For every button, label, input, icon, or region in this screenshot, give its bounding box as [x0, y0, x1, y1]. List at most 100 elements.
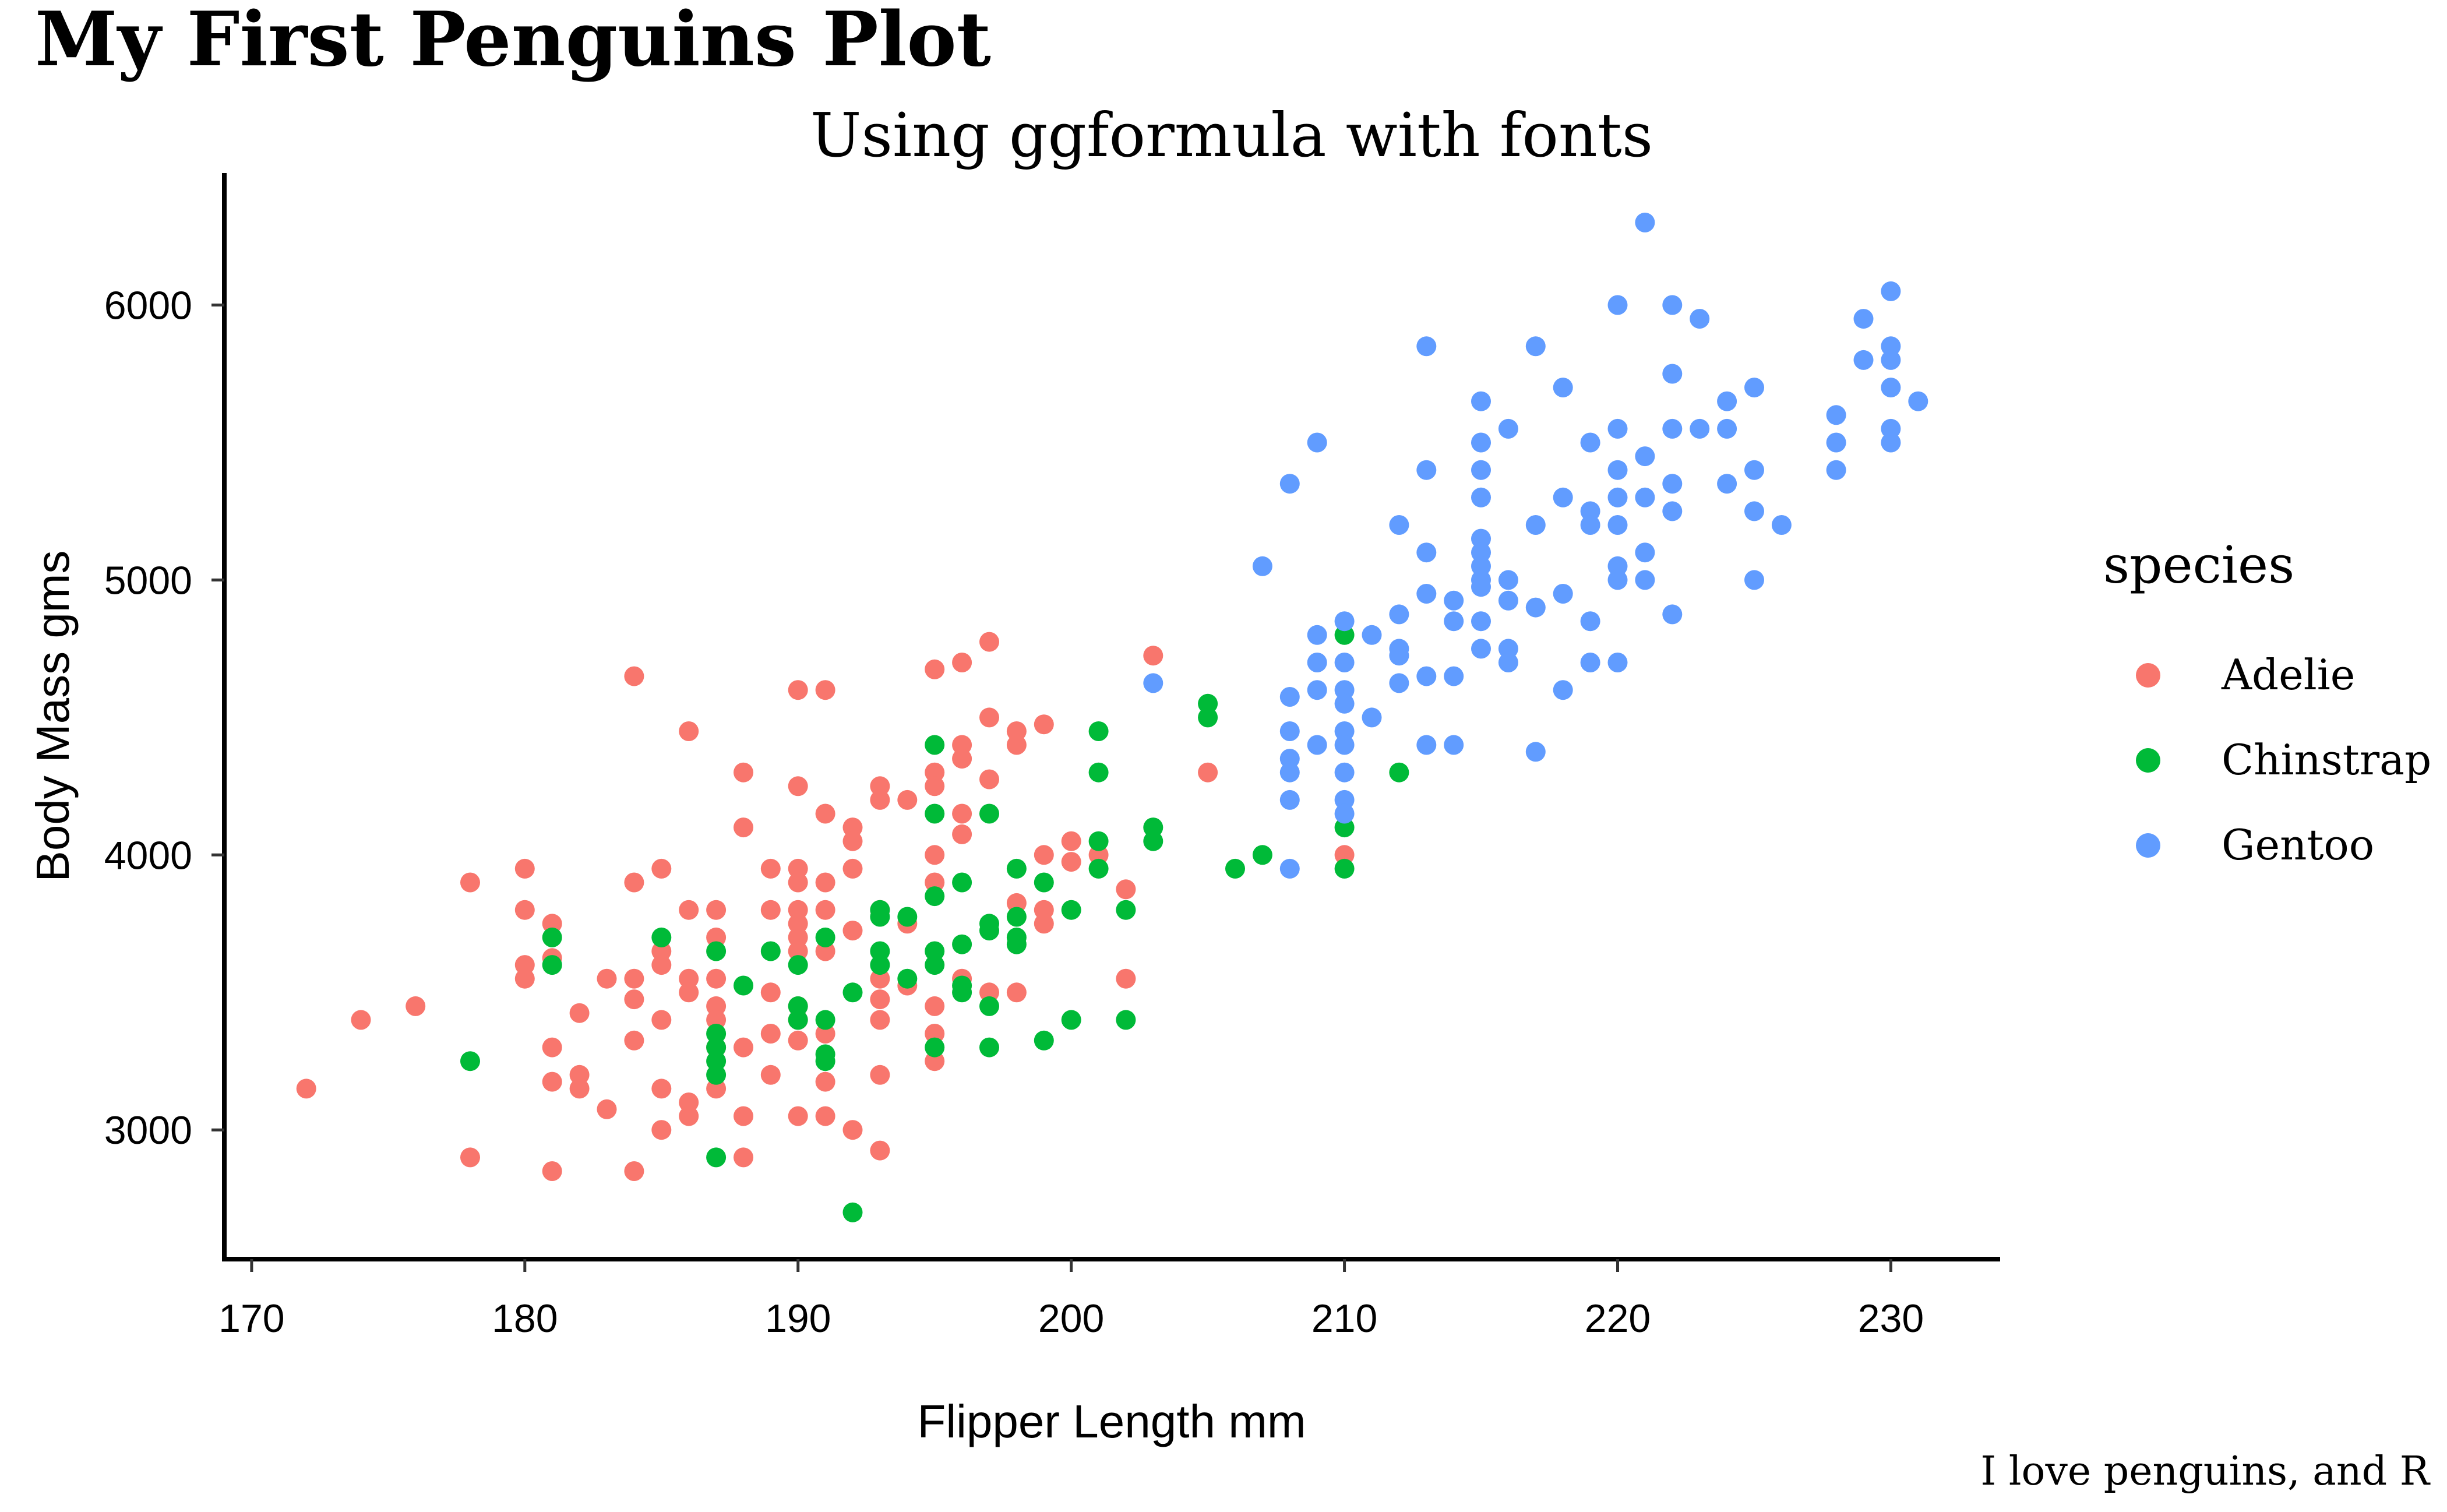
x-axis-ticks: 170 180 190 200 210 220 230	[218, 1259, 1924, 1341]
point-chinstrap	[1334, 817, 1355, 838]
point-gentoo	[1334, 721, 1355, 741]
point-adelie	[1061, 852, 1081, 872]
point-chinstrap	[788, 955, 808, 975]
point-adelie	[1006, 982, 1027, 1003]
point-chinstrap	[925, 886, 945, 907]
point-gentoo	[1580, 653, 1600, 672]
point-adelie	[624, 1161, 644, 1181]
point-adelie	[925, 872, 945, 893]
point-gentoo	[1389, 673, 1409, 693]
point-chinstrap	[706, 1065, 727, 1085]
point-adelie	[706, 900, 727, 920]
point-adelie	[734, 817, 753, 838]
point-adelie	[651, 941, 672, 961]
point-adelie	[979, 632, 999, 652]
y-tick-label: 3000	[104, 1108, 192, 1152]
point-adelie	[569, 1079, 590, 1099]
point-gentoo	[1444, 590, 1464, 611]
point-gentoo	[1416, 542, 1437, 563]
point-adelie	[788, 858, 808, 879]
point-adelie	[760, 1024, 781, 1044]
point-gentoo	[1334, 790, 1355, 810]
point-chinstrap	[979, 996, 999, 1016]
point-gentoo	[1279, 858, 1300, 879]
y-tick-label: 6000	[104, 284, 192, 328]
point-adelie	[760, 1065, 781, 1085]
point-gentoo	[1471, 611, 1491, 632]
point-adelie	[788, 1030, 808, 1051]
point-gentoo	[1471, 528, 1491, 549]
legend-key-gentoo	[2136, 833, 2160, 858]
point-adelie	[925, 845, 945, 865]
point-adelie	[870, 1010, 890, 1030]
point-gentoo	[1553, 487, 1573, 507]
point-chinstrap	[1088, 831, 1109, 851]
x-tick-label: 180	[492, 1296, 558, 1341]
point-gentoo	[1416, 735, 1437, 755]
point-adelie	[651, 1010, 672, 1030]
point-adelie	[460, 872, 480, 893]
point-gentoo	[1471, 639, 1491, 659]
point-chinstrap	[1088, 721, 1109, 741]
point-adelie	[1034, 914, 1054, 934]
point-gentoo	[1662, 501, 1683, 521]
point-gentoo	[1607, 487, 1628, 507]
y-axis-label: Body Mass gms	[27, 550, 79, 882]
point-chinstrap	[979, 1037, 999, 1058]
point-adelie	[952, 803, 972, 824]
point-gentoo	[1525, 515, 1546, 535]
point-gentoo	[1881, 378, 1901, 398]
point-adelie	[734, 762, 753, 783]
point-chinstrap	[979, 921, 999, 941]
point-adelie	[1034, 900, 1054, 920]
legend-label-adelie: Adelie	[2221, 650, 2355, 699]
point-gentoo	[1279, 749, 1300, 769]
point-gentoo	[1853, 309, 1874, 329]
point-adelie	[597, 1099, 617, 1119]
point-gentoo	[1444, 666, 1464, 686]
point-chinstrap	[706, 1051, 727, 1072]
point-adelie	[815, 1072, 835, 1092]
point-chinstrap	[706, 941, 727, 961]
point-chinstrap	[1088, 858, 1109, 879]
point-chinstrap	[706, 1147, 727, 1168]
point-adelie	[760, 900, 781, 920]
point-gentoo	[1635, 542, 1655, 563]
point-adelie	[734, 1106, 753, 1126]
point-gentoo	[1826, 405, 1846, 425]
point-gentoo	[1607, 653, 1628, 672]
point-gentoo	[1279, 762, 1300, 783]
point-adelie	[1116, 968, 1136, 989]
point-chinstrap	[842, 982, 863, 1003]
point-gentoo	[1279, 721, 1300, 741]
point-chinstrap	[1061, 900, 1081, 920]
point-chinstrap	[788, 1010, 808, 1030]
point-chinstrap	[1006, 907, 1027, 927]
point-gentoo	[1444, 611, 1464, 632]
point-adelie	[679, 982, 699, 1003]
point-adelie	[651, 1079, 672, 1099]
point-adelie	[979, 769, 999, 790]
point-adelie	[952, 749, 972, 769]
point-gentoo	[1826, 432, 1846, 453]
point-adelie	[624, 989, 644, 1010]
point-adelie	[514, 858, 535, 879]
point-adelie	[651, 1120, 672, 1140]
point-adelie	[815, 900, 835, 920]
point-adelie	[815, 1024, 835, 1044]
point-gentoo	[1307, 625, 1327, 645]
legend-items: Adelie Chinstrap Gentoo	[2136, 650, 2431, 869]
point-chinstrap	[651, 927, 672, 947]
point-chinstrap	[1061, 1010, 1081, 1030]
point-gentoo	[1334, 680, 1355, 700]
point-chinstrap	[1389, 762, 1409, 783]
point-chinstrap	[925, 1037, 945, 1058]
point-adelie	[1006, 735, 1027, 755]
point-adelie	[1088, 845, 1109, 865]
point-chinstrap	[925, 941, 945, 961]
point-adelie	[651, 858, 672, 879]
legend-title: species	[2103, 535, 2294, 595]
point-chinstrap	[870, 907, 890, 927]
point-gentoo	[1471, 487, 1491, 507]
point-gentoo	[1826, 460, 1846, 480]
